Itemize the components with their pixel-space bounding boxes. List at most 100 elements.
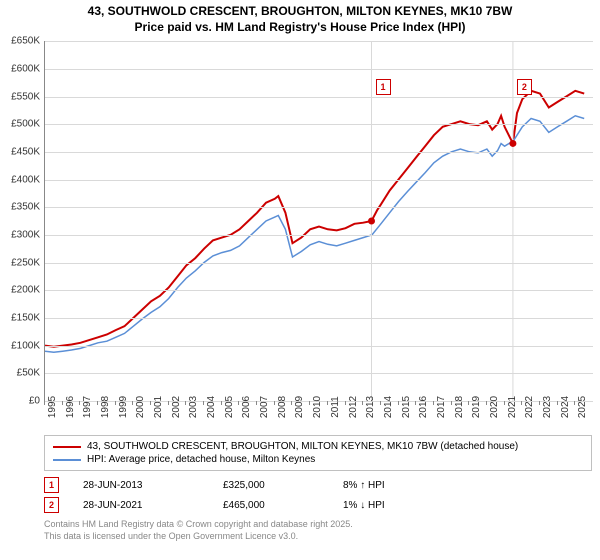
x-tick-mark <box>150 401 151 405</box>
x-axis-label: 2021 <box>507 396 518 418</box>
x-axis-label: 2017 <box>436 396 447 418</box>
y-axis-label: £0 <box>0 396 40 407</box>
y-gridline <box>45 373 593 374</box>
x-axis-label: 1996 <box>65 396 76 418</box>
x-tick-mark <box>557 401 558 405</box>
x-tick-mark <box>468 401 469 405</box>
sales-row-1: 1 28-JUN-2013 £325,000 8% ↑ HPI <box>44 475 592 495</box>
x-tick-mark <box>97 401 98 405</box>
x-axis-label: 2001 <box>153 396 164 418</box>
x-tick-mark <box>362 401 363 405</box>
y-gridline <box>45 152 593 153</box>
sales-row-2: 2 28-JUN-2021 £465,000 1% ↓ HPI <box>44 495 592 515</box>
y-gridline <box>45 97 593 98</box>
x-tick-mark <box>309 401 310 405</box>
y-axis-label: £550K <box>0 91 40 102</box>
legend-swatch-property <box>53 446 81 448</box>
y-axis-label: £350K <box>0 202 40 213</box>
x-tick-mark <box>504 401 505 405</box>
sale-price-2: £465,000 <box>223 500 343 511</box>
title-line-2: Price paid vs. HM Land Registry's House … <box>0 20 600 36</box>
x-tick-mark <box>256 401 257 405</box>
x-tick-mark <box>79 401 80 405</box>
x-axis-label: 2005 <box>224 396 235 418</box>
x-tick-mark <box>274 401 275 405</box>
x-tick-mark <box>486 401 487 405</box>
x-axis-label: 1995 <box>47 396 58 418</box>
sale-pct-1: 8% ↑ HPI <box>343 480 483 491</box>
x-tick-mark <box>238 401 239 405</box>
chart-area: 12 £0£50K£100K£150K£200K£250K£300K£350K£… <box>44 41 592 431</box>
sale-dot-1 <box>368 218 375 225</box>
y-gridline <box>45 180 593 181</box>
footnote-line-2: This data is licensed under the Open Gov… <box>44 531 600 543</box>
x-axis-label: 1999 <box>118 396 129 418</box>
sale-date-2: 28-JUN-2021 <box>83 500 223 511</box>
x-tick-mark <box>574 401 575 405</box>
sale-date-1: 28-JUN-2013 <box>83 480 223 491</box>
y-gridline <box>45 41 593 42</box>
x-tick-mark <box>451 401 452 405</box>
y-axis-label: £200K <box>0 285 40 296</box>
y-axis-label: £100K <box>0 340 40 351</box>
x-tick-mark <box>62 401 63 405</box>
x-tick-mark <box>132 401 133 405</box>
y-axis-label: £650K <box>0 36 40 47</box>
x-tick-mark <box>327 401 328 405</box>
sale-dot-2 <box>509 140 516 147</box>
x-axis-label: 2020 <box>489 396 500 418</box>
legend-row-property: 43, SOUTHWOLD CRESCENT, BROUGHTON, MILTO… <box>53 440 583 453</box>
x-tick-mark <box>115 401 116 405</box>
y-gridline <box>45 346 593 347</box>
x-axis-label: 2022 <box>524 396 535 418</box>
x-tick-mark <box>44 401 45 405</box>
x-tick-mark <box>539 401 540 405</box>
y-gridline <box>45 263 593 264</box>
sale-marker-box-2: 2 <box>517 79 532 95</box>
y-axis-label: £500K <box>0 119 40 130</box>
x-tick-mark <box>203 401 204 405</box>
x-axis-label: 2009 <box>294 396 305 418</box>
x-tick-mark <box>221 401 222 405</box>
plot-region: 12 <box>44 41 593 402</box>
y-gridline <box>45 207 593 208</box>
x-axis-label: 2023 <box>542 396 553 418</box>
y-axis-label: £300K <box>0 230 40 241</box>
y-gridline <box>45 290 593 291</box>
title-line-1: 43, SOUTHWOLD CRESCENT, BROUGHTON, MILTO… <box>0 4 600 20</box>
y-gridline <box>45 124 593 125</box>
x-axis-label: 2011 <box>330 396 341 418</box>
legend-label-hpi: HPI: Average price, detached house, Milt… <box>87 454 315 465</box>
x-axis-label: 1998 <box>100 396 111 418</box>
footnote-line-1: Contains HM Land Registry data © Crown c… <box>44 519 600 531</box>
y-axis-label: £600K <box>0 63 40 74</box>
x-tick-mark <box>291 401 292 405</box>
sale-marker-1: 1 <box>44 477 59 493</box>
x-axis-label: 2007 <box>259 396 270 418</box>
y-axis-label: £50K <box>0 368 40 379</box>
x-tick-mark <box>380 401 381 405</box>
x-axis-label: 2004 <box>206 396 217 418</box>
x-axis-label: 2000 <box>135 396 146 418</box>
legend-row-hpi: HPI: Average price, detached house, Milt… <box>53 453 583 466</box>
x-axis-label: 2019 <box>471 396 482 418</box>
x-tick-mark <box>433 401 434 405</box>
sale-pct-2: 1% ↓ HPI <box>343 500 483 511</box>
chart-container: 43, SOUTHWOLD CRESCENT, BROUGHTON, MILTO… <box>0 0 600 560</box>
y-axis-label: £400K <box>0 174 40 185</box>
x-axis-label: 2025 <box>577 396 588 418</box>
y-gridline <box>45 69 593 70</box>
x-axis-label: 2003 <box>188 396 199 418</box>
y-gridline <box>45 318 593 319</box>
x-axis-label: 1997 <box>82 396 93 418</box>
x-axis-label: 2013 <box>365 396 376 418</box>
x-axis-label: 2008 <box>277 396 288 418</box>
x-axis-label: 2018 <box>454 396 465 418</box>
series-line-property <box>45 91 584 347</box>
x-tick-mark <box>415 401 416 405</box>
y-axis-label: £450K <box>0 146 40 157</box>
x-axis-label: 2024 <box>560 396 571 418</box>
sale-price-1: £325,000 <box>223 480 343 491</box>
legend-label-property: 43, SOUTHWOLD CRESCENT, BROUGHTON, MILTO… <box>87 441 518 452</box>
x-tick-mark <box>521 401 522 405</box>
